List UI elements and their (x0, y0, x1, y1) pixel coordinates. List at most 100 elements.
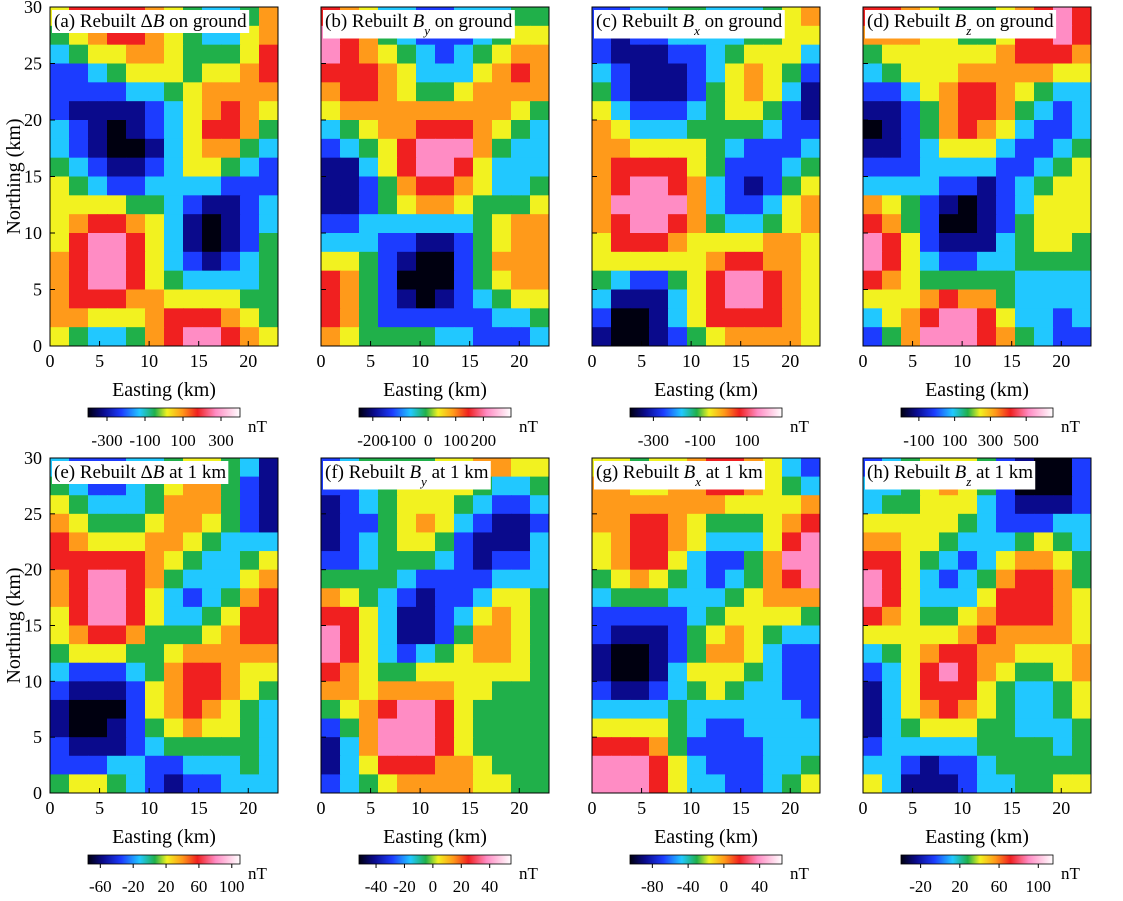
heatmap-cell (901, 101, 921, 121)
heatmap-cell (530, 195, 549, 215)
heatmap-cell (1034, 270, 1054, 291)
heatmap-cell (397, 718, 417, 738)
heatmap-cell (50, 774, 70, 793)
heatmap-cell (492, 63, 512, 83)
heatmap-cell (782, 120, 802, 140)
x-axis-label: Easting (km) (654, 379, 758, 401)
heatmap-cell (126, 699, 146, 720)
heatmap-cell (164, 120, 184, 140)
heatmap-cell (107, 157, 127, 178)
heatmap-cell (996, 251, 1016, 272)
heatmap-cell (592, 214, 612, 234)
heatmap-cell (435, 755, 455, 775)
heatmap-cell (530, 662, 549, 682)
heatmap-cell (1034, 289, 1054, 309)
heatmap-cell (530, 513, 549, 534)
heatmap-cell (511, 270, 531, 291)
heatmap-cell (630, 44, 650, 65)
heatmap-cell (340, 755, 360, 775)
heatmap-cell (901, 513, 921, 534)
heatmap-cell (687, 289, 707, 309)
y-axis-label: Northing (km) (3, 567, 25, 683)
heatmap-cell (473, 755, 493, 775)
heatmap-cell (454, 774, 474, 793)
heatmap-cell (359, 157, 379, 178)
heatmap-cell (882, 737, 902, 757)
heatmap-cell (511, 120, 531, 140)
heatmap-cell (763, 755, 783, 775)
x-axis-label: Easting (km) (925, 379, 1029, 401)
svg-text:(c) Rebuilt Bx on ground: (c) Rebuilt Bx on ground (596, 11, 783, 38)
heatmap-cell (321, 138, 341, 159)
heatmap-cell (1015, 774, 1035, 793)
heatmap-cell (630, 718, 650, 738)
heatmap-cell (611, 495, 631, 515)
heatmap-cell (744, 82, 764, 102)
heatmap-cell (492, 774, 512, 793)
heatmap-cell (145, 625, 165, 645)
heatmap-cell (473, 44, 493, 65)
heatmap-cell (744, 551, 764, 571)
heatmap-cell (939, 662, 959, 682)
colorbar-tick-label: -300 (638, 431, 669, 450)
heatmap-cell (69, 774, 89, 793)
heatmap-cell (863, 774, 883, 793)
heatmap-cell (50, 82, 70, 102)
heatmap-cell (397, 120, 417, 140)
heatmap-cell (863, 101, 883, 121)
heatmap-cell (782, 308, 802, 328)
heatmap-cell (782, 138, 802, 159)
heatmap-cell (863, 495, 883, 515)
heatmap-cell (958, 44, 978, 65)
heatmap-cell (863, 513, 883, 534)
svg-text:(f) Rebuilt By at 1 km: (f) Rebuilt By at 1 km (325, 462, 489, 489)
heatmap-cell (801, 138, 820, 159)
heatmap-cell (69, 662, 89, 682)
heatmap-cell (221, 138, 241, 159)
heatmap-cell (378, 138, 398, 159)
heatmap-cell (416, 718, 436, 738)
heatmap-cell (50, 308, 70, 328)
heatmap-cell (706, 718, 726, 738)
heatmap-cell (977, 44, 997, 65)
heatmap-cell (801, 551, 820, 571)
heatmap-cell (378, 718, 398, 738)
heatmap-cell (435, 551, 455, 571)
heatmap-cell (416, 233, 436, 253)
heatmap-cell (920, 195, 940, 215)
heatmap-cell (958, 569, 978, 589)
heatmap-cell (1015, 120, 1035, 140)
heatmap-cell (782, 270, 802, 291)
x-tick-label: 10 (140, 798, 158, 818)
heatmap-cell (1053, 644, 1073, 664)
heatmap-cell (69, 532, 89, 552)
heatmap-cell (592, 63, 612, 83)
heatmap-cell (164, 101, 184, 121)
heatmap-cell (996, 513, 1016, 534)
heatmap-cell (416, 513, 436, 534)
heatmap-cell (183, 82, 203, 102)
heatmap-cell (359, 308, 379, 328)
heatmap-cell (69, 588, 89, 608)
heatmap-cell (126, 214, 146, 234)
heatmap-cell (706, 157, 726, 178)
heatmap-cell (687, 513, 707, 534)
heatmap-cell (939, 699, 959, 720)
heatmap-cell (977, 625, 997, 645)
heatmap-cell (492, 644, 512, 664)
heatmap-cell (901, 532, 921, 552)
heatmap-cell (435, 101, 455, 121)
x-tick-label: 20 (510, 798, 528, 818)
heatmap-cell (958, 327, 978, 346)
heatmap-cell (378, 120, 398, 140)
heatmap-cell (611, 588, 631, 608)
heatmap-cell (996, 755, 1016, 775)
heatmap-cell (649, 532, 669, 552)
heatmap-cell (259, 101, 278, 121)
colorbar-tick-label: 20 (158, 877, 175, 896)
heatmap-cell (706, 644, 726, 664)
heatmap-cell (706, 513, 726, 534)
heatmap-cell (359, 569, 379, 589)
heatmap-cell (321, 82, 341, 102)
